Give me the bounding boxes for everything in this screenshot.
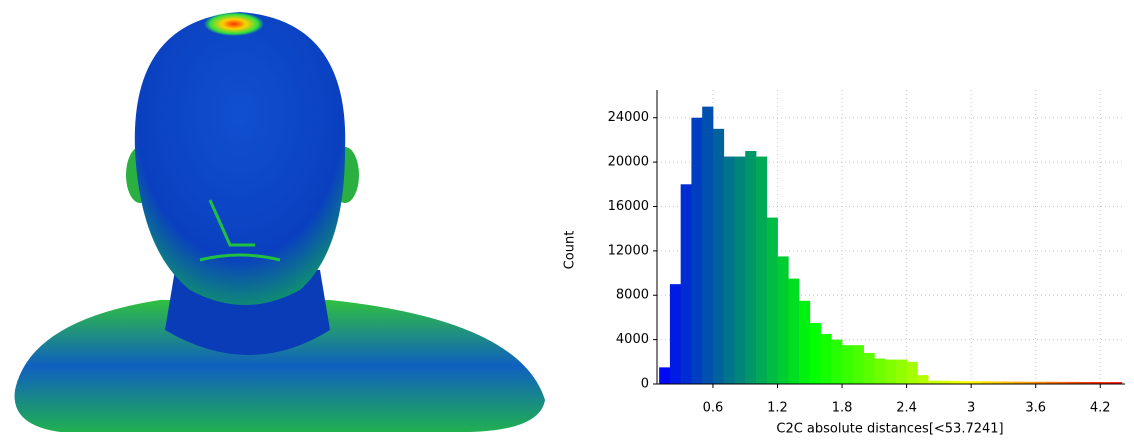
histogram-chart: Count C2C absolute distances[<53.7241] 0…: [563, 90, 1125, 437]
bar: [659, 367, 671, 384]
bar: [895, 359, 907, 384]
head: [134, 12, 346, 305]
bar: [863, 352, 875, 384]
y-tick-label: 8000: [616, 288, 649, 303]
bar: [906, 361, 918, 384]
y-tick-label: 0: [641, 377, 649, 392]
nose: [208, 199, 255, 247]
shoulders: [14, 300, 545, 432]
bar: [917, 375, 929, 384]
face-detail: [199, 253, 281, 262]
x-tick-label: 1.2: [767, 401, 788, 416]
bar: [691, 117, 703, 385]
bar: [820, 334, 832, 384]
bar: [669, 284, 682, 384]
bar: [1089, 382, 1101, 384]
bar: [842, 345, 854, 384]
y-tick-label: 24000: [608, 110, 649, 125]
x-tick-label: 4.2: [1090, 401, 1111, 416]
bar: [992, 381, 1004, 384]
x-tick-label: 3.6: [1025, 401, 1046, 416]
y-tick-label: 4000: [616, 332, 649, 347]
bar: [702, 106, 714, 384]
bar: [1003, 381, 1015, 384]
bar: [874, 358, 886, 384]
hot-spot: [204, 12, 264, 36]
bar: [809, 322, 821, 384]
x-tick-label: 2.4: [896, 401, 917, 416]
bar: [734, 156, 746, 384]
bar: [949, 380, 961, 384]
bar: [960, 381, 972, 384]
x-tick-label: 1.8: [832, 401, 853, 416]
bar: [723, 156, 735, 384]
bar: [981, 381, 994, 384]
bar: [788, 278, 800, 384]
bar: [1057, 381, 1069, 384]
x-axis-label: C2C absolute distances[<53.7241]: [776, 422, 1003, 437]
bar: [1024, 381, 1037, 384]
bar: [755, 156, 768, 384]
bar: [1035, 381, 1047, 384]
y-tick-label: 12000: [608, 243, 649, 258]
bar: [799, 300, 811, 384]
x-tick-label: 3: [967, 401, 975, 416]
bar: [1014, 381, 1026, 384]
bar: [680, 184, 692, 384]
bar: [852, 345, 864, 384]
y-tick-label: 16000: [608, 199, 649, 214]
bar: [777, 256, 789, 384]
bar: [712, 128, 725, 384]
bar: [938, 380, 951, 384]
bar: [928, 380, 940, 384]
y-tick-label: 20000: [608, 155, 649, 170]
bar: [885, 359, 897, 384]
head-render: [14, 12, 545, 432]
bar: [1046, 381, 1058, 384]
bar: [1067, 381, 1080, 384]
bar: [831, 339, 843, 384]
bar: [971, 381, 983, 384]
bar: [1078, 382, 1090, 384]
y-axis-label: Count: [563, 231, 578, 270]
bar: [1111, 382, 1123, 384]
bar: [1100, 382, 1112, 384]
bar: [745, 151, 757, 384]
x-tick-label: 0.6: [703, 401, 724, 416]
bar: [766, 217, 778, 384]
